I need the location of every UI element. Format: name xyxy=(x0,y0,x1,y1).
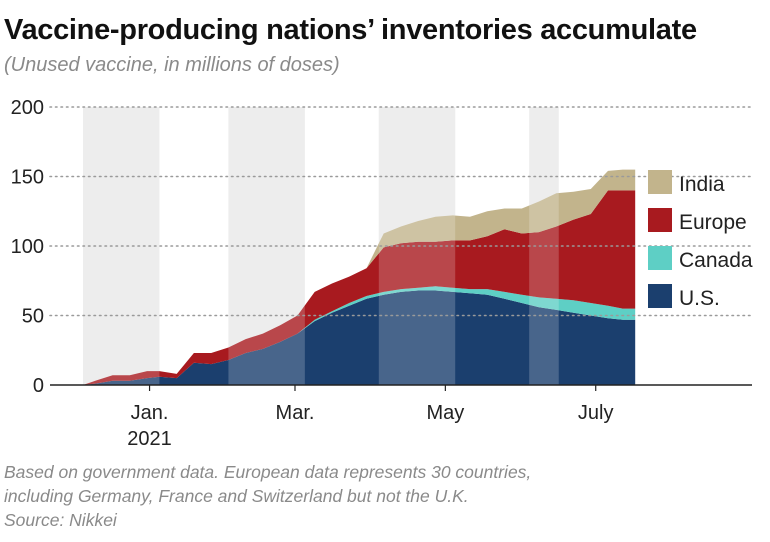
y-tick-label: 50 xyxy=(22,306,44,328)
legend-swatch-canada xyxy=(648,246,672,270)
stacked-area-chart: 0 50 100 150 200 Jan. 2021 Mar. May July India Euro… xyxy=(11,97,753,450)
y-tick-label: 150 xyxy=(11,167,44,189)
x-tick-label: 2021 xyxy=(127,428,172,450)
y-tick-label: 0 xyxy=(33,375,44,397)
legend-label-india: India xyxy=(679,173,725,196)
y-tick-label: 100 xyxy=(11,236,44,258)
chart-subtitle: (Unused vaccine, in millions of doses) xyxy=(4,54,340,76)
note-line: Based on government data. European data … xyxy=(4,462,532,482)
area-u-s xyxy=(83,290,636,385)
area-europe xyxy=(83,190,636,385)
x-tick-label: July xyxy=(578,402,614,424)
area-india xyxy=(83,169,636,385)
legend-label-canada: Canada xyxy=(679,249,753,272)
x-tick-label: Mar. xyxy=(276,402,315,424)
legend-label-u-s: U.S. xyxy=(679,287,720,310)
chart-notes: Based on government data. European data … xyxy=(4,460,531,532)
source-line: Source: Nikkei xyxy=(4,510,117,530)
legend-swatch-india xyxy=(648,170,672,194)
legend-swatch-europe xyxy=(648,208,672,232)
note-line: including Germany, France and Switzerlan… xyxy=(4,486,469,506)
chart-title: Vaccine-producing nations’ inventories a… xyxy=(4,14,697,46)
legend-label-europe: Europe xyxy=(679,211,747,234)
x-tick-label: May xyxy=(426,402,464,424)
x-tick-label: Jan. xyxy=(131,402,169,424)
y-tick-label: 200 xyxy=(11,97,44,119)
legend-swatch-u-s xyxy=(648,284,672,308)
